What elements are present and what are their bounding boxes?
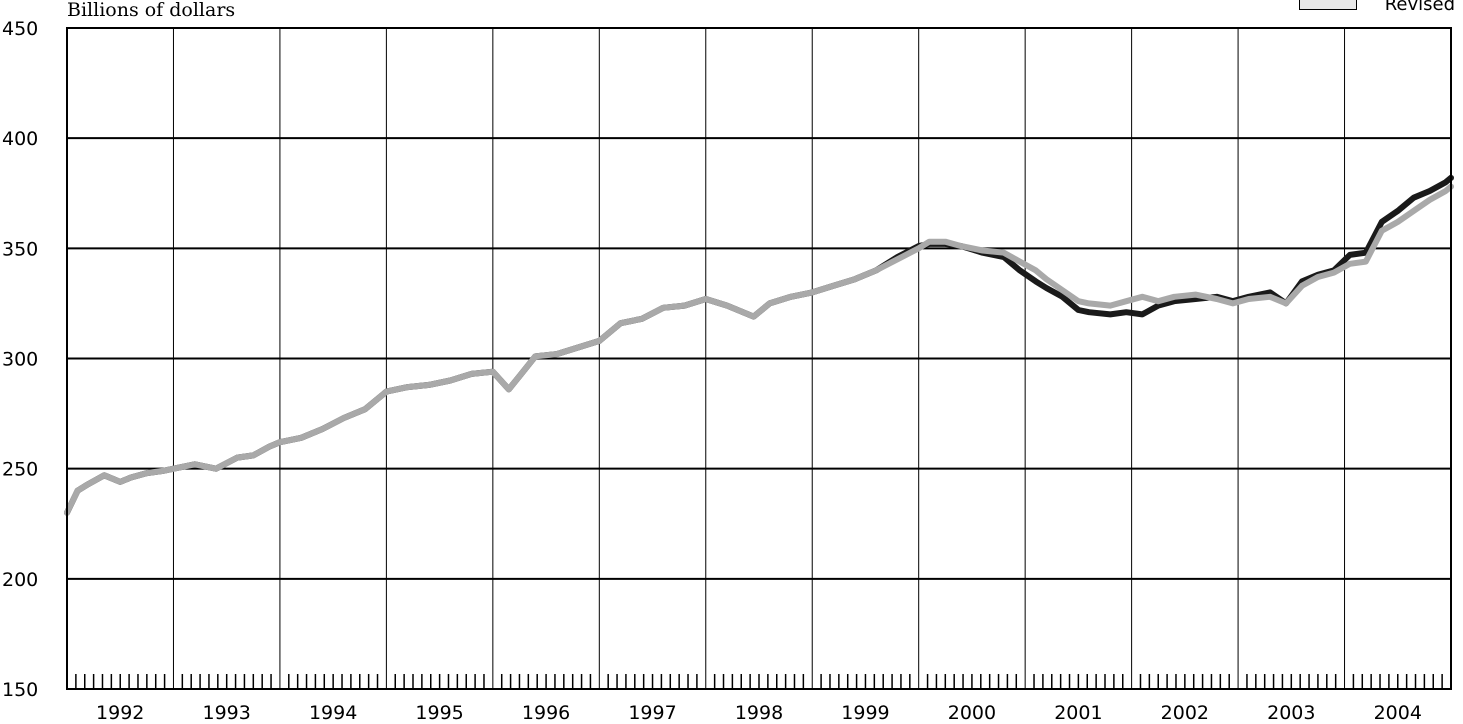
x-tick-label-2000: 2000 — [948, 702, 996, 724]
y-tick-label-150: 150 — [2, 679, 38, 701]
x-tick-label-1993: 1993 — [203, 702, 251, 724]
y-tick-label-300: 300 — [2, 349, 38, 371]
y-tick-label-450: 450 — [2, 18, 38, 40]
x-tick-labels: 1992 1993 1994 1995 1996 1997 1998 1999 2000 2001… — [96, 702, 1422, 724]
x-tick-label-1994: 1994 — [309, 702, 357, 724]
x-tick-label-2003: 2003 — [1267, 702, 1315, 724]
x-tick-label-1992: 1992 — [96, 702, 144, 724]
legend-label-revised: Revised — [1384, 0, 1455, 15]
series-lines — [64, 174, 1454, 516]
y-tick-label-250: 250 — [2, 459, 38, 481]
x-tick-label-1999: 1999 — [841, 702, 889, 724]
series-line-revised — [64, 183, 1454, 516]
x-tick-label-1996: 1996 — [522, 702, 570, 724]
grid — [67, 28, 1451, 689]
y-tick-labels: 150 200 250 300 350 400 450 — [2, 18, 38, 701]
x-ticks — [75, 674, 1443, 689]
x-tick-label-2002: 2002 — [1161, 702, 1209, 724]
legend: Revised — [1295, 0, 1455, 15]
x-tick-label-1998: 1998 — [735, 702, 783, 724]
y-tick-label-350: 350 — [2, 238, 38, 260]
series-line-original — [64, 174, 1454, 516]
x-tick-label-1995: 1995 — [415, 702, 463, 724]
y-axis-title: Billions of dollars — [67, 0, 236, 21]
x-tick-label-2001: 2001 — [1054, 702, 1102, 724]
x-tick-label-1997: 1997 — [628, 702, 676, 724]
plot-frame — [66, 27, 1452, 690]
legend-swatch — [1299, 0, 1357, 10]
x-tick-label-2004: 2004 — [1374, 702, 1422, 724]
y-tick-label-200: 200 — [2, 569, 38, 591]
y-tick-label-400: 400 — [2, 128, 38, 150]
